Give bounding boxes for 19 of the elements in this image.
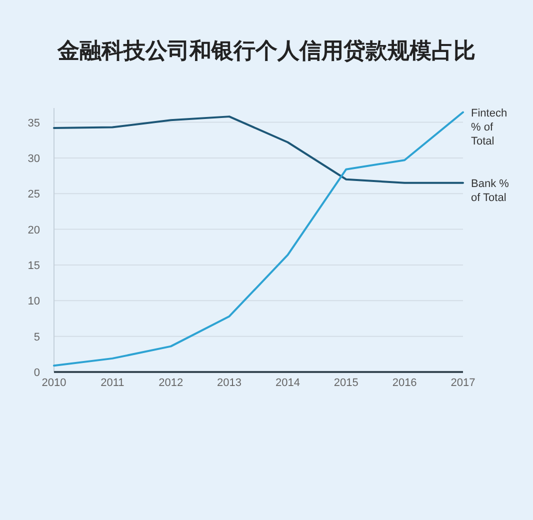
y-tick-label: 35 bbox=[28, 117, 40, 130]
x-tick-label: 2015 bbox=[334, 377, 358, 389]
y-tick-label: 0 bbox=[34, 367, 40, 379]
y-tick-label: 20 bbox=[28, 224, 40, 236]
x-tick-label: 2010 bbox=[42, 377, 66, 389]
y-tick-label: 10 bbox=[28, 296, 40, 308]
y-tick-label: 5 bbox=[34, 331, 40, 344]
y-tick-label: 25 bbox=[28, 188, 40, 201]
series-label: Bank % of Total bbox=[471, 178, 510, 204]
series-label: Fintech % of Total bbox=[471, 107, 508, 148]
x-tick-label: 2011 bbox=[100, 377, 124, 389]
x-tick-label: 2014 bbox=[275, 377, 300, 389]
chart-title: 金融科技公司和银行个人信用贷款规模占比 bbox=[56, 38, 476, 63]
x-tick-label: 2013 bbox=[217, 377, 242, 389]
y-tick-label: 15 bbox=[28, 260, 40, 272]
y-tick-label: 30 bbox=[28, 152, 40, 165]
x-tick-label: 2017 bbox=[450, 377, 476, 389]
x-tick-label: 2012 bbox=[158, 377, 184, 389]
x-tick-label: 2016 bbox=[392, 377, 417, 389]
